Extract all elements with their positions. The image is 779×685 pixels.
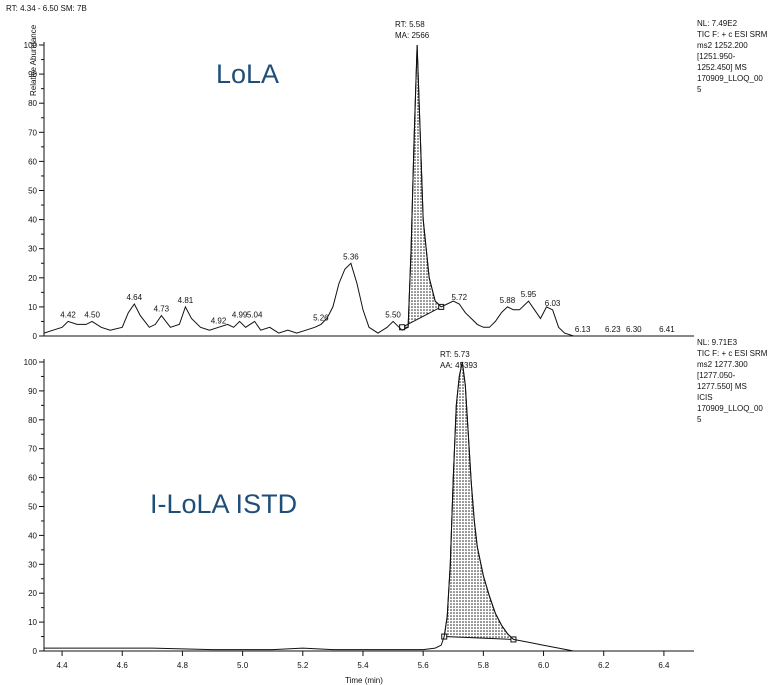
peak-label: 6.03 bbox=[545, 299, 561, 308]
y-tick-label: 20 bbox=[28, 274, 37, 283]
peak-label: 6.41 bbox=[659, 325, 675, 334]
peak-label: 5.95 bbox=[521, 290, 537, 299]
y-tick-label: 70 bbox=[28, 128, 37, 137]
x-axis-label: Time (min) bbox=[345, 676, 383, 685]
scan-info-line: ms2 1277.300 bbox=[697, 360, 748, 369]
scan-info-line: 170909_LLOQ_00 bbox=[697, 74, 763, 83]
peak-label: 5.04 bbox=[247, 310, 263, 319]
y-tick-label: 30 bbox=[28, 245, 37, 254]
y-tick-label: 90 bbox=[28, 387, 37, 396]
peak-label: 6.23 bbox=[605, 325, 621, 334]
peak-annotation-area: AA: 45393 bbox=[440, 361, 478, 370]
scan-info-line: NL: 9.71E3 bbox=[697, 338, 738, 347]
x-tick-label: 4.6 bbox=[117, 661, 129, 670]
peak-annotation-area: MA: 2566 bbox=[395, 31, 430, 40]
peak-label: 4.73 bbox=[154, 305, 170, 314]
peak-label: 5.50 bbox=[385, 310, 401, 319]
y-tick-label: 40 bbox=[28, 531, 37, 540]
header-range-text: RT: 4.34 - 6.50 SM: 7B bbox=[6, 4, 87, 13]
scan-info-line: [1277.050- bbox=[697, 371, 736, 380]
y-tick-label: 20 bbox=[28, 589, 37, 598]
x-tick-label: 6.4 bbox=[658, 661, 670, 670]
peak-label: 5.36 bbox=[343, 252, 359, 261]
peak-annotation-rt: RT: 5.73 bbox=[440, 350, 470, 359]
peak-label: 5.72 bbox=[451, 293, 467, 302]
y-tick-label: 40 bbox=[28, 216, 37, 225]
scan-info-line: 170909_LLOQ_00 bbox=[697, 404, 763, 413]
x-tick-label: 5.0 bbox=[237, 661, 249, 670]
x-tick-label: 5.2 bbox=[297, 661, 309, 670]
y-tick-label: 100 bbox=[24, 41, 38, 50]
y-tick-label: 70 bbox=[28, 445, 37, 454]
y-tick-label: 60 bbox=[28, 474, 37, 483]
integrated-peak-area bbox=[443, 361, 515, 640]
y-axis-label: Relative Abundance bbox=[29, 24, 38, 96]
y-tick-label: 80 bbox=[28, 99, 37, 108]
scan-info-line: 5 bbox=[697, 85, 702, 94]
x-tick-label: 5.8 bbox=[478, 661, 490, 670]
panel-title: I-LoLA ISTD bbox=[150, 489, 297, 519]
peak-label: 4.64 bbox=[126, 293, 142, 302]
peak-label: 4.99 bbox=[232, 310, 248, 319]
panel-title: LoLA bbox=[216, 59, 279, 89]
scan-info-line: TIC F: + c ESI SRM bbox=[697, 30, 768, 39]
y-tick-label: 60 bbox=[28, 157, 37, 166]
x-tick-label: 5.6 bbox=[418, 661, 430, 670]
scan-info-line: TIC F: + c ESI SRM bbox=[697, 349, 768, 358]
scan-info-line: ms2 1252.200 bbox=[697, 41, 748, 50]
x-tick-label: 4.8 bbox=[177, 661, 189, 670]
peak-label: 4.81 bbox=[178, 296, 194, 305]
peak-label: 4.50 bbox=[84, 310, 100, 319]
peak-label: 5.26 bbox=[313, 313, 329, 322]
chromatogram-trace bbox=[43, 44, 694, 337]
istd-chromatogram-panel: I-LoLA ISTD RT: 5.73 AA: 45393 Time (min… bbox=[24, 338, 768, 685]
y-tick-label: 10 bbox=[28, 303, 37, 312]
scan-info-line: ICIS bbox=[697, 393, 713, 402]
x-tick-label: 4.4 bbox=[56, 661, 68, 670]
x-tick-label: 6.2 bbox=[598, 661, 610, 670]
peak-label: 4.92 bbox=[211, 316, 227, 325]
y-tick-label: 90 bbox=[28, 70, 37, 79]
peak-label: 4.42 bbox=[60, 310, 76, 319]
y-tick-label: 0 bbox=[33, 647, 38, 656]
y-tick-label: 0 bbox=[33, 332, 38, 341]
peak-label: 6.13 bbox=[575, 325, 591, 334]
peak-label: 6.30 bbox=[626, 325, 642, 334]
x-tick-label: 5.4 bbox=[357, 661, 369, 670]
scan-info-line: 5 bbox=[697, 415, 702, 424]
scan-info-line: 1277.550] MS bbox=[697, 382, 747, 391]
y-tick-label: 100 bbox=[24, 358, 38, 367]
y-tick-label: 30 bbox=[28, 560, 37, 569]
y-tick-label: 50 bbox=[28, 187, 37, 196]
peak-label: 5.88 bbox=[500, 296, 516, 305]
x-tick-label: 6.0 bbox=[538, 661, 550, 670]
scan-info-line: [1251.950- bbox=[697, 52, 736, 61]
chromatogram-trace bbox=[44, 361, 694, 652]
scan-info-line: 1252.450] MS bbox=[697, 63, 747, 72]
peak-annotation-rt: RT: 5.58 bbox=[395, 20, 425, 29]
scan-info-block: NL: 9.71E3 TIC F: + c ESI SRM ms2 1277.300… bbox=[697, 338, 768, 424]
scan-info-line: NL: 7.49E2 bbox=[697, 19, 738, 28]
y-tick-label: 50 bbox=[28, 503, 37, 512]
y-tick-label: 10 bbox=[28, 618, 37, 627]
scan-info-block: NL: 7.49E2 TIC F: + c ESI SRM ms2 1252.200… bbox=[697, 19, 768, 94]
y-tick-label: 80 bbox=[28, 416, 37, 425]
lola-chromatogram-panel: Relative Abundance LoLA RT: 5.58 MA: 256… bbox=[24, 19, 768, 341]
